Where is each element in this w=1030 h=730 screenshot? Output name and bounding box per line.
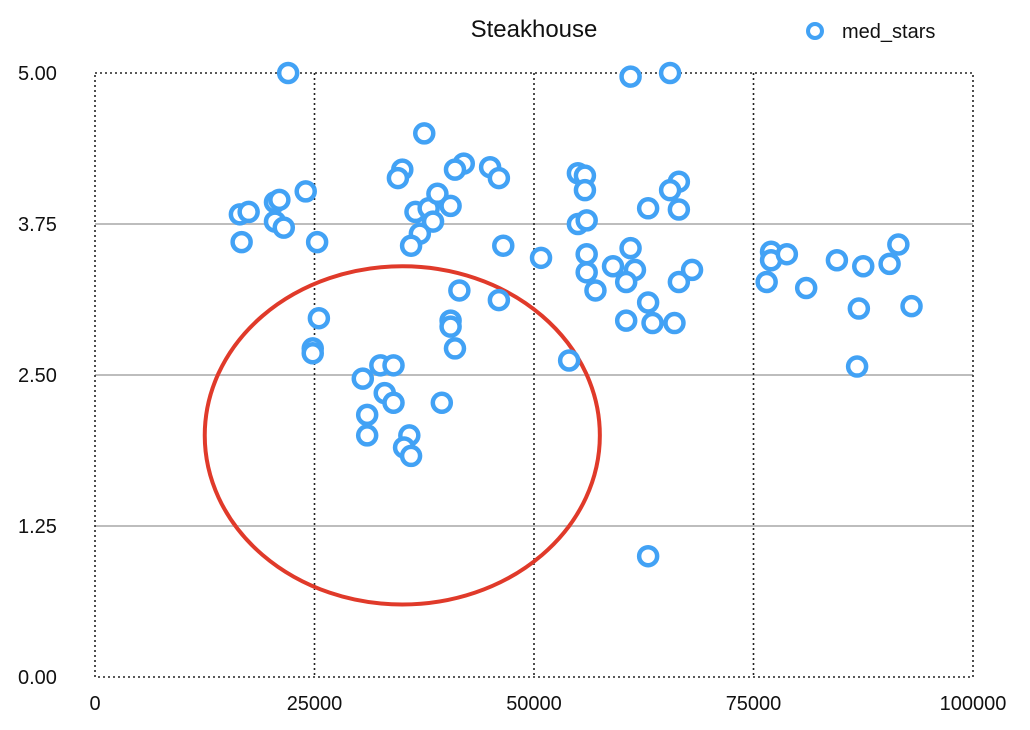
data-point (426, 182, 449, 206)
data-point (601, 255, 625, 278)
data-point (307, 306, 331, 330)
x-tick-label: 25000 (287, 693, 343, 715)
data-point (351, 367, 375, 390)
data-point (667, 198, 691, 221)
data-point (575, 242, 598, 266)
data-point (382, 354, 405, 377)
legend-label: med_stars (842, 21, 935, 43)
data-point (230, 230, 253, 254)
data-point (443, 337, 467, 360)
chart-title: Steakhouse (471, 16, 598, 43)
data-point (268, 188, 291, 212)
data-point (755, 270, 778, 294)
data-point (614, 309, 638, 332)
data-point (355, 403, 379, 427)
data-point (421, 210, 445, 233)
data-point (614, 270, 638, 294)
data-point (413, 122, 436, 145)
data-point (667, 270, 691, 294)
axes: 0.00 1.25 2.50 3.75 5.00 0 25000 50000 75000 1000… (18, 63, 1006, 715)
data-point (382, 391, 405, 415)
data-point (775, 242, 799, 266)
x-tick-label: 75000 (726, 693, 782, 715)
data-point (487, 166, 511, 190)
data-point (619, 236, 642, 260)
data-point (887, 233, 910, 256)
grid (95, 73, 973, 677)
data-point (355, 424, 379, 447)
data-point (237, 200, 260, 224)
data-point (900, 294, 923, 318)
data-point (584, 279, 607, 302)
y-tick-label: 3.75 (18, 214, 57, 236)
data-point (448, 279, 471, 302)
legend-marker (806, 22, 824, 40)
data-point (825, 248, 849, 272)
data-point (573, 178, 597, 202)
data-point (443, 158, 467, 181)
data-point (794, 276, 818, 300)
x-tick-label: 0 (89, 693, 100, 715)
data-point (305, 230, 329, 254)
data-point (575, 261, 598, 284)
data-point (641, 311, 664, 335)
data-point (492, 234, 515, 257)
y-tick-label: 0.00 (18, 667, 57, 689)
y-tick-label: 2.50 (18, 365, 57, 387)
data-point (557, 349, 581, 372)
data-point (663, 311, 686, 335)
data-points (228, 61, 923, 568)
data-point (680, 258, 704, 282)
x-tick-label: 50000 (506, 693, 562, 715)
plot-frame (94, 72, 974, 678)
annotations (202, 264, 602, 607)
data-point (301, 342, 324, 365)
data-point (636, 197, 660, 220)
data-point (619, 65, 642, 88)
data-point (658, 61, 682, 85)
data-point (852, 255, 875, 278)
data-point (636, 291, 660, 314)
data-point (845, 355, 869, 378)
data-point (487, 288, 511, 312)
data-point (272, 216, 296, 239)
data-point (878, 252, 901, 276)
data-point (529, 246, 553, 270)
y-tick-label: 5.00 (18, 63, 57, 85)
legend: med_stars (806, 21, 935, 43)
y-tick-label: 1.25 (18, 516, 57, 538)
highlight-ellipse (202, 264, 602, 607)
x-tick-label: 100000 (940, 693, 1007, 715)
data-point (439, 315, 462, 338)
data-point (636, 544, 660, 568)
data-point (430, 391, 454, 415)
data-point (847, 297, 871, 320)
data-point (276, 61, 300, 85)
data-point (399, 234, 423, 257)
data-point (575, 209, 598, 232)
data-point (294, 180, 317, 203)
data-point (399, 444, 423, 468)
data-point (386, 166, 410, 190)
data-point (658, 178, 682, 202)
data-point (439, 194, 462, 218)
